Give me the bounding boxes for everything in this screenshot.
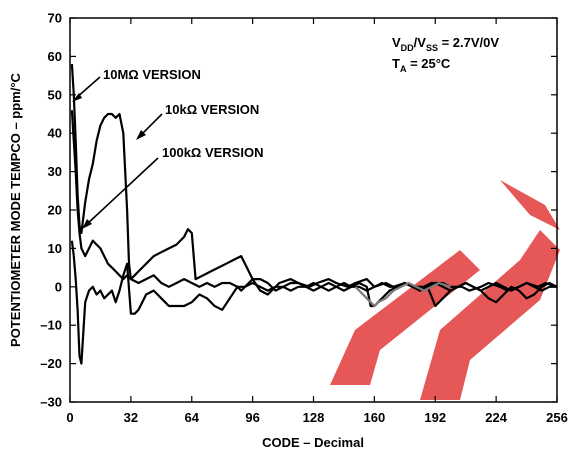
callout-10k: 10kΩ VERSION <box>136 102 259 140</box>
callout-100k: 100kΩ VERSION <box>82 145 263 229</box>
x-tick-label: 64 <box>185 410 200 425</box>
y-tick-label: 20 <box>48 203 62 218</box>
x-tick-label: 160 <box>364 410 386 425</box>
series-layer <box>70 64 558 365</box>
x-axis-title: CODE – Decimal <box>262 435 364 450</box>
y-axis: –30 –20 –10 0 10 20 30 40 50 60 70 <box>40 11 557 410</box>
callout-10k-arrowhead <box>136 130 146 140</box>
temperature-condition: TA = 25°C <box>392 56 451 74</box>
x-tick-label: 192 <box>424 410 446 425</box>
callout-10m-label: 10MΩ VERSION <box>103 67 201 82</box>
watermark-shape <box>500 180 560 230</box>
y-tick-label: 60 <box>48 49 62 64</box>
y-tick-label: –20 <box>40 356 62 371</box>
callout-100k-arrowhead <box>82 219 92 229</box>
y-tick-label: –10 <box>40 318 62 333</box>
x-tick-label: 96 <box>245 410 259 425</box>
x-tick-label: 224 <box>485 410 507 425</box>
y-tick-label: 30 <box>48 164 62 179</box>
y-tick-label: 70 <box>48 11 62 26</box>
x-tick-label: 32 <box>124 410 138 425</box>
callout-10k-label: 10kΩ VERSION <box>165 102 259 117</box>
series-line-2 <box>70 110 557 292</box>
x-tick-label: 256 <box>546 410 568 425</box>
callout-10m-arrow <box>75 76 101 99</box>
y-tick-label: 50 <box>48 87 62 102</box>
supply-condition: VDD/VSS = 2.7V/0V <box>392 35 499 53</box>
callout-10k-arrow <box>139 113 163 137</box>
x-tick-label: 0 <box>66 410 73 425</box>
y-tick-label: 0 <box>55 279 62 294</box>
callout-10m: 10MΩ VERSION <box>72 67 201 102</box>
y-axis-title: POTENTIOMETER MODE TEMPCO – ppm/°C <box>8 72 23 346</box>
x-tick-label: 128 <box>303 410 325 425</box>
callout-100k-arrow <box>85 157 159 226</box>
y-tick-label: 10 <box>48 241 62 256</box>
watermark-shape <box>420 230 560 400</box>
x-axis: 0 32 64 96 128 160 192 224 256 <box>66 18 568 425</box>
callout-10m-arrowhead <box>72 93 82 102</box>
y-tick-label: –30 <box>40 395 62 410</box>
series-line-3 <box>354 281 451 308</box>
y-tick-label: 40 <box>48 126 62 141</box>
series-line-0 <box>70 64 558 296</box>
callout-100k-label: 100kΩ VERSION <box>162 145 263 160</box>
